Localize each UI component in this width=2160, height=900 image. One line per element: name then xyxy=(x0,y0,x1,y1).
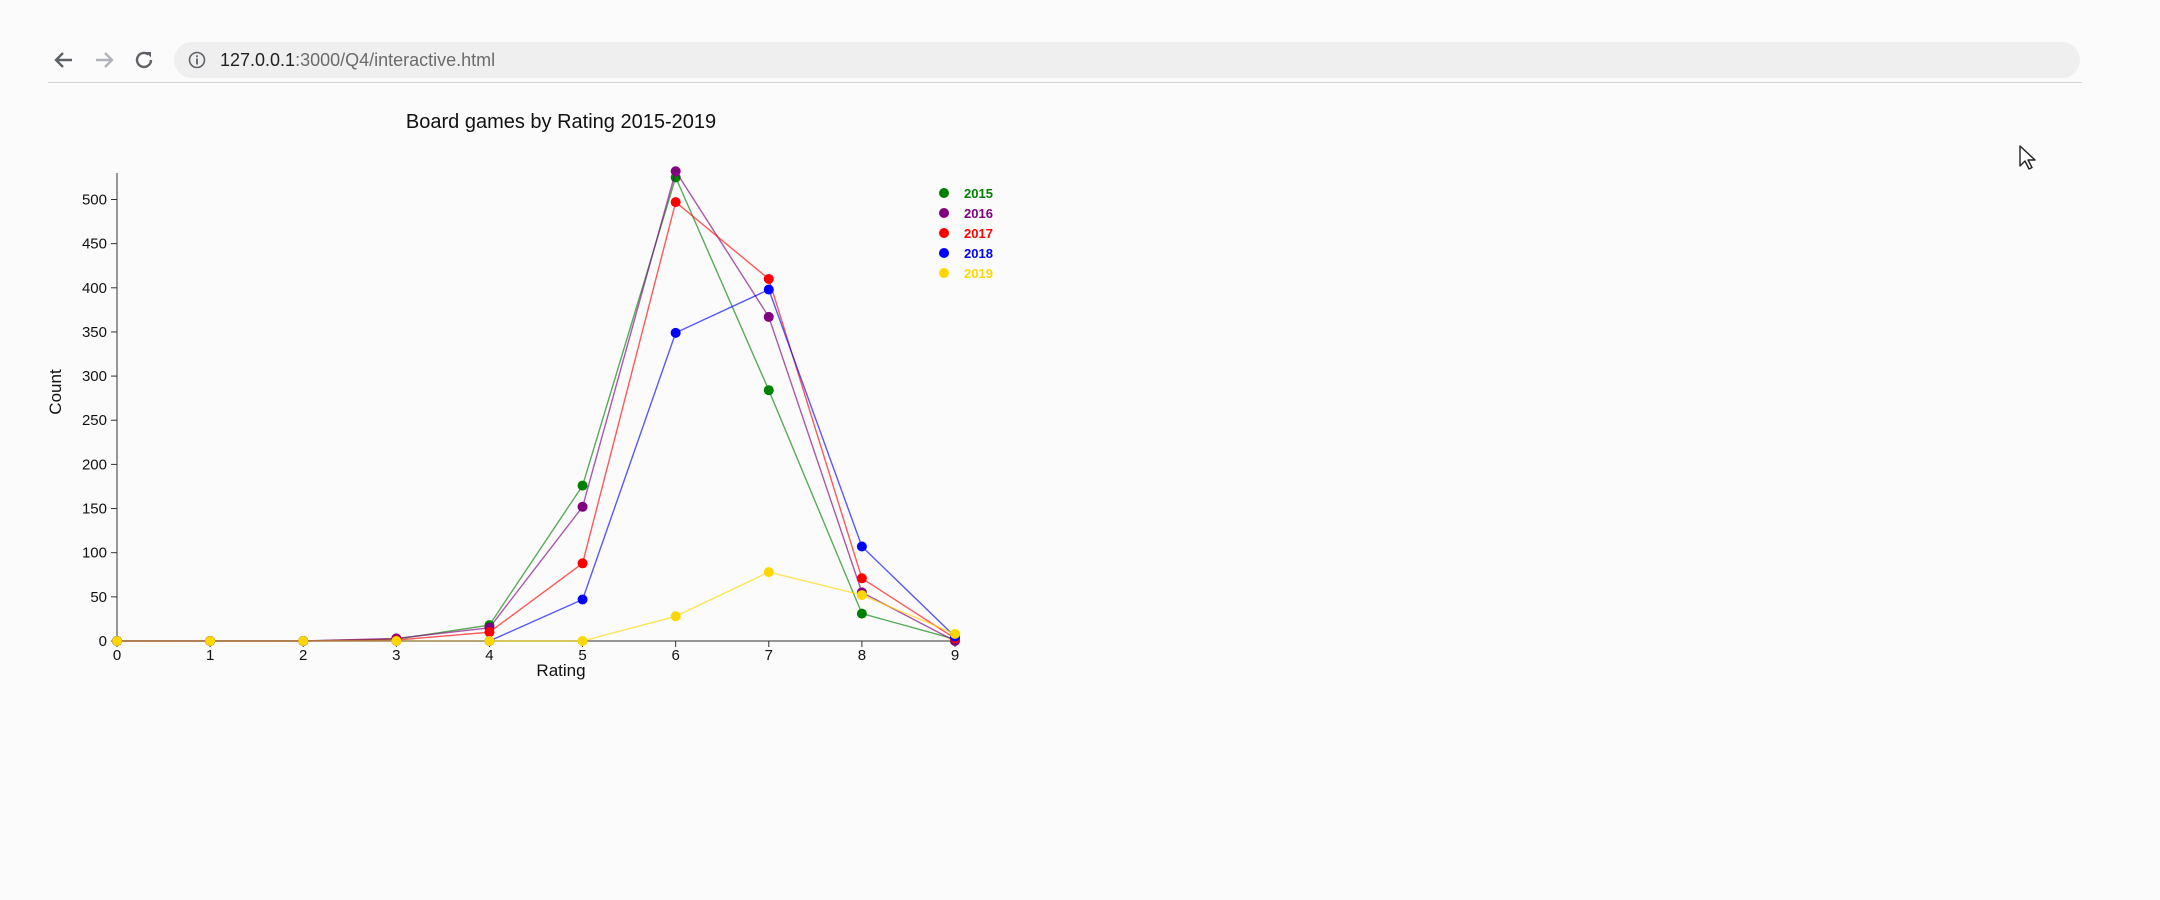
legend-item[interactable]: 2017 xyxy=(939,226,993,241)
x-tick-label: 0 xyxy=(113,647,121,664)
y-tick-label: 250 xyxy=(82,412,107,429)
data-point[interactable] xyxy=(391,636,402,646)
data-point[interactable] xyxy=(112,636,122,646)
y-tick-label: 400 xyxy=(82,280,107,297)
legend-label: 2016 xyxy=(964,206,993,221)
legend-marker xyxy=(939,268,949,278)
data-point[interactable] xyxy=(484,627,495,638)
axes xyxy=(116,173,955,642)
forward-button[interactable] xyxy=(84,40,124,80)
line-chart: Board games by Rating 2015-2019 05010015… xyxy=(46,111,993,680)
y-tick-label: 50 xyxy=(90,589,107,606)
y-ticks: 0 50 100 150 200 250 300 350 400 450 500 xyxy=(82,191,117,650)
url-path: :3000/Q4/interactive.html xyxy=(295,50,496,70)
y-tick-label: 350 xyxy=(82,324,107,341)
legend-marker xyxy=(939,188,949,198)
x-tick-label: 1 xyxy=(206,647,214,664)
data-point[interactable] xyxy=(670,197,681,208)
data-point[interactable] xyxy=(856,541,867,552)
y-tick-label: 150 xyxy=(82,501,107,518)
data-point[interactable] xyxy=(763,567,774,578)
x-axis-title: Rating xyxy=(536,661,585,680)
legend-item[interactable]: 2016 xyxy=(939,206,993,221)
legend-item[interactable]: 2018 xyxy=(939,246,993,261)
data-point[interactable] xyxy=(205,636,216,646)
data-point[interactable] xyxy=(670,327,681,338)
legend: 2015 2016 2017 2018 2019 xyxy=(939,186,993,281)
data-point[interactable] xyxy=(577,636,588,646)
x-tick-label: 8 xyxy=(858,647,866,664)
y-tick-label: 300 xyxy=(82,368,107,385)
data-point[interactable] xyxy=(763,385,774,396)
data-point[interactable] xyxy=(856,608,867,619)
x-tick-label: 3 xyxy=(392,647,400,664)
browser-toolbar: 127.0.0.1:3000/Q4/interactive.html xyxy=(44,38,2082,84)
toolbar-divider xyxy=(48,82,2082,83)
series-2016[interactable] xyxy=(112,166,960,646)
legend-label: 2018 xyxy=(964,246,993,261)
legend-marker xyxy=(939,208,949,218)
legend-item[interactable]: 2015 xyxy=(939,186,993,201)
data-point[interactable] xyxy=(484,636,495,646)
x-tick-label: 4 xyxy=(485,647,493,664)
x-ticks: 0 1 2 3 4 5 6 7 8 9 xyxy=(113,641,959,664)
series-2015[interactable] xyxy=(112,172,960,646)
mouse-cursor-icon xyxy=(2019,145,2036,170)
forward-arrow-icon xyxy=(96,52,114,68)
data-point[interactable] xyxy=(577,594,588,605)
data-point[interactable] xyxy=(577,558,588,569)
series-2017[interactable] xyxy=(112,197,960,646)
legend-marker xyxy=(939,228,949,238)
data-point[interactable] xyxy=(670,611,681,622)
legend-label: 2017 xyxy=(964,226,993,241)
url-text[interactable]: 127.0.0.1:3000/Q4/interactive.html xyxy=(220,50,495,71)
x-tick-label: 5 xyxy=(578,647,586,664)
reload-icon xyxy=(135,51,153,69)
series-2018[interactable] xyxy=(112,284,960,646)
y-tick-label: 0 xyxy=(99,633,107,650)
y-tick-label: 450 xyxy=(82,236,107,253)
data-point[interactable] xyxy=(577,501,588,512)
series-line[interactable] xyxy=(117,169,956,642)
y-tick-label: 500 xyxy=(82,191,107,208)
reload-button[interactable] xyxy=(124,40,164,80)
series-line[interactable] xyxy=(117,571,956,642)
info-icon[interactable] xyxy=(188,51,206,69)
series-2019[interactable] xyxy=(112,567,960,646)
x-tick-label: 2 xyxy=(299,647,307,664)
legend-label: 2015 xyxy=(964,186,993,201)
series-layer xyxy=(112,166,960,646)
data-point[interactable] xyxy=(950,628,960,639)
chart-title: Board games by Rating 2015-2019 xyxy=(406,111,716,133)
data-point[interactable] xyxy=(763,284,774,295)
y-tick-label: 200 xyxy=(82,456,107,473)
data-point[interactable] xyxy=(577,480,588,491)
legend-label: 2019 xyxy=(964,266,993,281)
legend-item[interactable]: 2019 xyxy=(939,266,993,281)
back-button[interactable] xyxy=(44,40,84,80)
y-tick-label: 100 xyxy=(82,545,107,562)
x-tick-label: 6 xyxy=(671,647,679,664)
address-bar[interactable]: 127.0.0.1:3000/Q4/interactive.html xyxy=(174,42,2080,78)
legend-marker xyxy=(939,248,949,258)
series-line[interactable] xyxy=(117,175,956,642)
data-point[interactable] xyxy=(670,166,681,177)
url-host: 127.0.0.1 xyxy=(220,50,296,70)
series-line[interactable] xyxy=(117,288,956,642)
back-arrow-icon xyxy=(54,52,72,68)
x-tick-label: 7 xyxy=(765,647,773,664)
data-point[interactable] xyxy=(298,636,309,646)
data-point[interactable] xyxy=(763,273,774,284)
data-point[interactable] xyxy=(856,573,867,584)
y-axis-title: Count xyxy=(46,369,65,415)
x-tick-label: 9 xyxy=(951,647,959,664)
series-line[interactable] xyxy=(117,200,956,642)
data-point[interactable] xyxy=(856,590,867,601)
data-point[interactable] xyxy=(763,311,774,322)
